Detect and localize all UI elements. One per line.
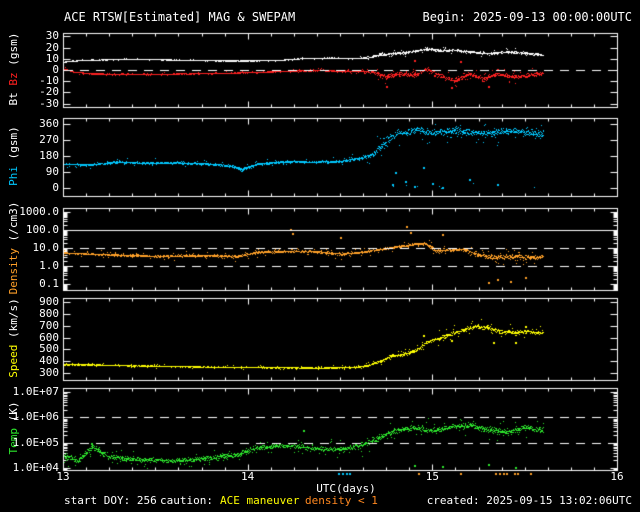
footer-start-doy: start DOY: 256 (64, 494, 157, 507)
y-tick-label: -20 (39, 85, 59, 99)
y-tick-label: 20 (45, 40, 59, 54)
x-tick-label: 14 (241, 470, 255, 483)
y-tick-label: 400 (39, 354, 59, 368)
y-tick-label: 1.0 (39, 259, 59, 273)
y-tick-label: 360 (39, 116, 59, 130)
x-tick-label: 15 (425, 470, 439, 483)
y-tick-label: 100.0 (25, 222, 59, 236)
y-tick-label: 600 (39, 330, 59, 344)
x-axis-label: UTC(days) (316, 482, 376, 495)
y-tick-label: 1000.0 (19, 204, 59, 218)
footer-created-timestamp: created: 2025-09-15 13:02:06UTC (426, 494, 632, 507)
y-tick-label: 0 (52, 63, 59, 76)
y-tick-label: 300 (39, 365, 59, 379)
y-tick-label: 700 (39, 318, 59, 332)
footer-caution-label: caution: (160, 494, 213, 507)
x-tick-label: 16 (610, 470, 624, 483)
x-tick-label: 13 (56, 470, 70, 483)
y-tick-label: -30 (39, 96, 59, 110)
y-tick-label: 1.0E+05 (12, 435, 59, 449)
y-tick-label: 800 (39, 306, 59, 320)
plot-title: ACE RTSW[Estimated] MAG & SWEPAM (64, 10, 296, 24)
y-tick-label: 900 (39, 295, 59, 309)
y-tick-label: 10 (45, 51, 59, 65)
y-tick-label: 1.0E+07 (12, 385, 59, 399)
y-tick-label: 30 (45, 29, 59, 43)
y-tick-label: 1.0E+06 (12, 410, 59, 424)
y-tick-label: 0.1 (39, 277, 59, 291)
footer-caution-maneuver: ACE maneuver (220, 494, 300, 507)
footer-caution-density: density < 1 (305, 494, 378, 507)
y-tick-label: 500 (39, 342, 59, 356)
begin-timestamp: Begin: 2025-09-13 00:00:00UTC (422, 10, 632, 24)
y-tick-label: 1.0E+04 (12, 460, 59, 474)
y-tick-label: 270 (39, 132, 59, 146)
y-tick-label: 90 (45, 164, 59, 178)
y-tick-label: 0 (52, 180, 59, 194)
y-tick-label: 180 (39, 148, 59, 162)
y-tick-label: 10.0 (32, 241, 60, 254)
y-tick-label: -10 (39, 74, 59, 88)
